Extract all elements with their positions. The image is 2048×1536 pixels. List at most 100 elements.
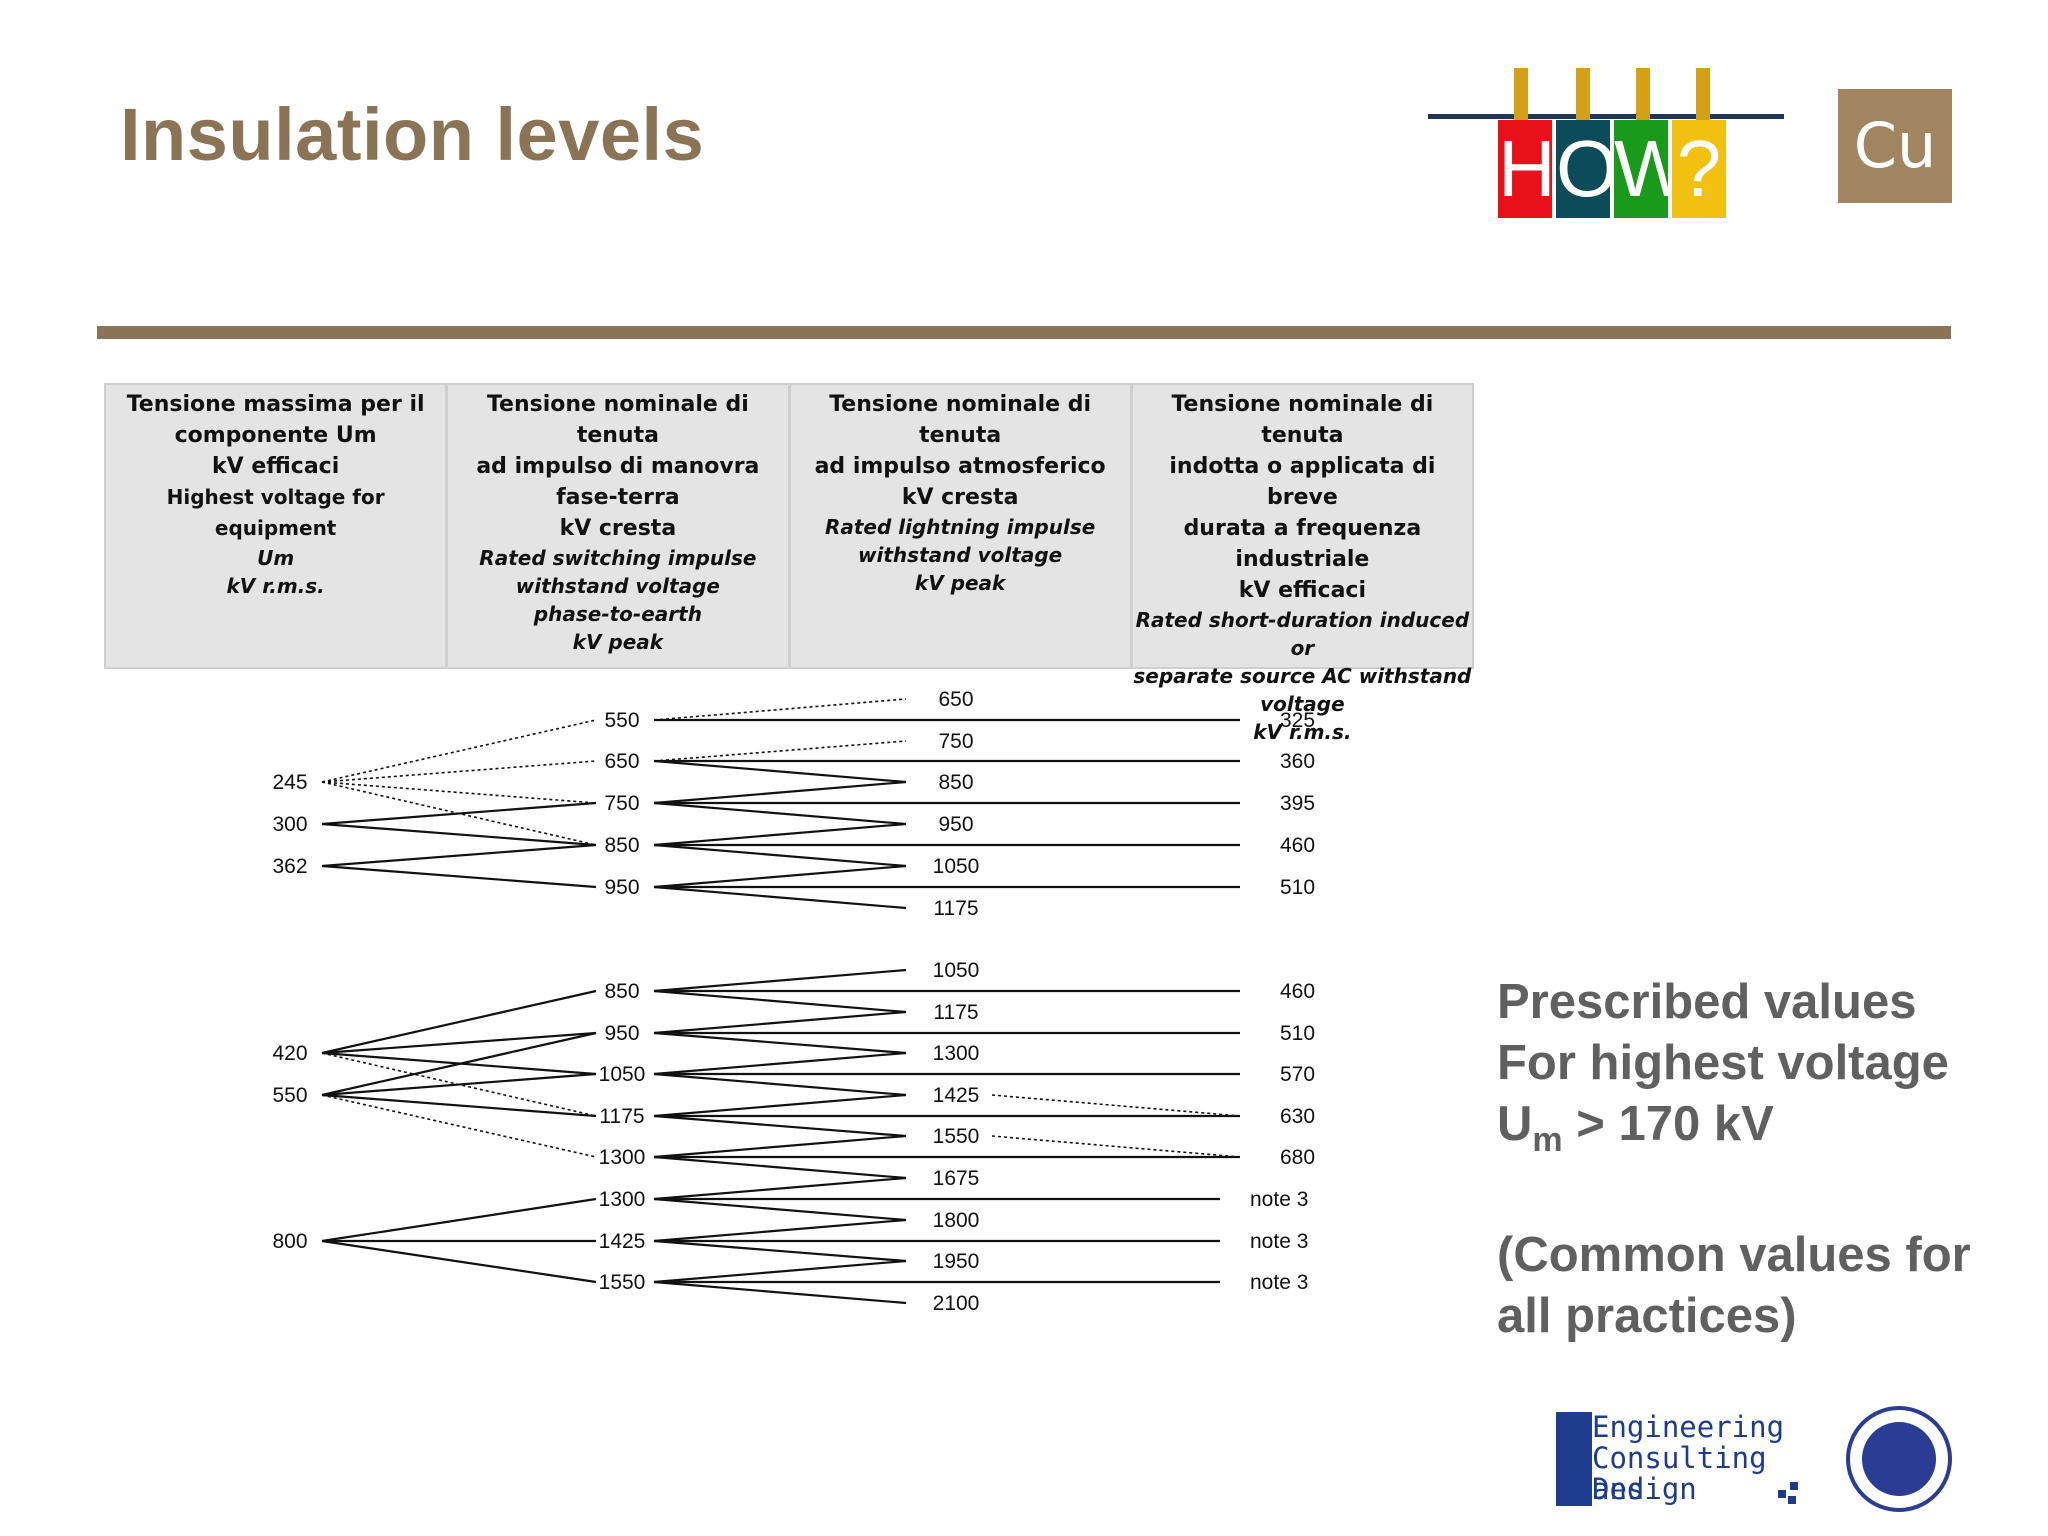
lightning-value-label: 1175 xyxy=(933,1001,978,1024)
switching-value-label: 850 xyxy=(604,834,639,857)
header-text: voltage xyxy=(1260,692,1345,716)
ac-value-label: 510 xyxy=(1280,1022,1315,1045)
switching-value-label: 950 xyxy=(604,876,639,899)
header-text: Rated short-duration induced or xyxy=(1135,608,1470,660)
header-text: ad impulso atmosferico xyxy=(814,454,1106,479)
switching-value-label: 950 xyxy=(604,1022,639,1045)
switching-lightning-link xyxy=(653,885,907,910)
um-symbol: U xyxy=(1497,1097,1533,1151)
um-switching-link xyxy=(321,1094,597,1158)
lightning-value-label: 1300 xyxy=(933,1042,980,1065)
header-col-lightning: Tensione nominale di tenuta ad impulso a… xyxy=(791,385,1133,667)
lightning-value-label: 950 xyxy=(938,813,973,836)
switching-lightning-link xyxy=(653,1176,907,1201)
ecd-dot xyxy=(1788,1496,1796,1504)
header-text: withstand voltage xyxy=(858,543,1063,567)
switching-lightning-link xyxy=(653,968,907,993)
header-text: kV cresta xyxy=(901,485,1019,510)
lightning-value-label: 1175 xyxy=(933,897,978,920)
lightning-value-label: 1425 xyxy=(933,1084,980,1107)
university-seal-icon xyxy=(1846,1406,1952,1512)
ac-value-label: 630 xyxy=(1280,1105,1315,1128)
switching-value-label: 850 xyxy=(604,980,639,1003)
um-switching-link xyxy=(321,822,597,847)
um-switching-link xyxy=(321,781,597,804)
header-text: kV efficaci xyxy=(212,454,340,479)
lightning-ac-link xyxy=(991,1135,1241,1158)
ac-value-label: 570 xyxy=(1280,1063,1315,1086)
lightning-value-label: 1950 xyxy=(933,1250,980,1273)
switching-lightning-link xyxy=(653,1072,907,1097)
um-switching-link xyxy=(321,864,597,889)
um-switching-link xyxy=(321,801,597,826)
title-divider xyxy=(97,326,1951,339)
clothespin-icon xyxy=(1576,68,1590,120)
switching-value-label: 1175 xyxy=(599,1105,644,1128)
switching-value-label: 750 xyxy=(604,792,639,815)
lightning-value-label: 650 xyxy=(938,688,973,711)
switching-value-label: 550 xyxy=(604,709,639,732)
switching-lightning-link xyxy=(653,843,907,868)
lightning-value-label: 2100 xyxy=(933,1292,980,1315)
lightning-ac-link xyxy=(991,1094,1241,1117)
switching-lightning-link xyxy=(653,740,907,762)
header-text: industriale xyxy=(1235,547,1370,572)
ecd-dot xyxy=(1790,1482,1798,1490)
um-value-label: 550 xyxy=(272,1084,307,1107)
clothespin-icon xyxy=(1636,68,1650,120)
um-value-label: 245 xyxy=(272,771,307,794)
switching-value-label: 650 xyxy=(604,750,639,773)
ac-value-label: note 3 xyxy=(1250,1271,1308,1294)
header-text: kV peak xyxy=(914,571,1006,595)
header-text: Tensione nominale di tenuta xyxy=(829,392,1092,448)
ac-value-label: 325 xyxy=(1280,709,1315,732)
ac-value-label: 460 xyxy=(1280,980,1315,1003)
um-switching-link xyxy=(321,1239,597,1284)
header-text: kV cresta xyxy=(559,516,677,541)
switching-lightning-link xyxy=(653,989,907,1014)
switching-lightning-link xyxy=(653,780,907,805)
header-text: indotta o applicata di breve xyxy=(1169,454,1436,510)
switching-lightning-link xyxy=(653,1218,907,1243)
header-text: withstand voltage xyxy=(515,574,720,598)
ac-value-label: 510 xyxy=(1280,876,1315,899)
clothespin-icon xyxy=(1514,68,1528,120)
um-switching-link xyxy=(321,1031,597,1097)
um-value-label: 420 xyxy=(272,1042,307,1065)
ecd-logo: Engineering Consulting and Design xyxy=(1556,1412,1808,1506)
switching-lightning-link xyxy=(653,864,907,889)
header-text: kV r.m.s. xyxy=(226,574,325,598)
ac-value-label: 395 xyxy=(1280,792,1315,815)
seal-inner xyxy=(1862,1422,1936,1496)
header-text: Um xyxy=(257,546,295,570)
header-text: ad impulso di manovra xyxy=(476,454,760,479)
switching-lightning-link xyxy=(653,1155,907,1180)
header-text: separate source AC withstand xyxy=(1133,664,1472,688)
ac-value-label: 460 xyxy=(1280,834,1315,857)
um-switching-link xyxy=(321,760,597,783)
lightning-value-label: 1550 xyxy=(933,1125,980,1148)
switching-lightning-link xyxy=(653,1239,907,1263)
switching-lightning-link xyxy=(653,1051,907,1076)
ac-value-label: 360 xyxy=(1280,750,1315,773)
switching-lightning-link xyxy=(653,1197,907,1222)
ecd-dot xyxy=(1778,1490,1786,1498)
logo-line xyxy=(1428,114,1784,119)
how-letter-q: ? xyxy=(1672,120,1726,218)
ecd-line: Consulting and xyxy=(1592,1441,1767,1506)
side-note-line: all practices) xyxy=(1497,1288,1797,1343)
header-text: phase-to-earth xyxy=(533,602,702,626)
ecd-line: Engineering xyxy=(1592,1410,1785,1444)
switching-value-label: 1050 xyxy=(599,1063,646,1086)
table-header: Tensione massima per il componente Um kV… xyxy=(104,383,1474,744)
switching-value-label: 1425 xyxy=(599,1230,646,1253)
switching-lightning-link xyxy=(653,698,907,721)
header-text: Rated switching impulse xyxy=(479,546,757,570)
ecd-line: Design xyxy=(1592,1472,1697,1506)
header-text: durata a frequenza xyxy=(1183,516,1422,541)
switching-lightning-link xyxy=(653,822,907,847)
slide-title: Insulation levels xyxy=(120,93,705,176)
ac-value-label: note 3 xyxy=(1250,1230,1308,1253)
um-switching-link xyxy=(321,1031,597,1055)
